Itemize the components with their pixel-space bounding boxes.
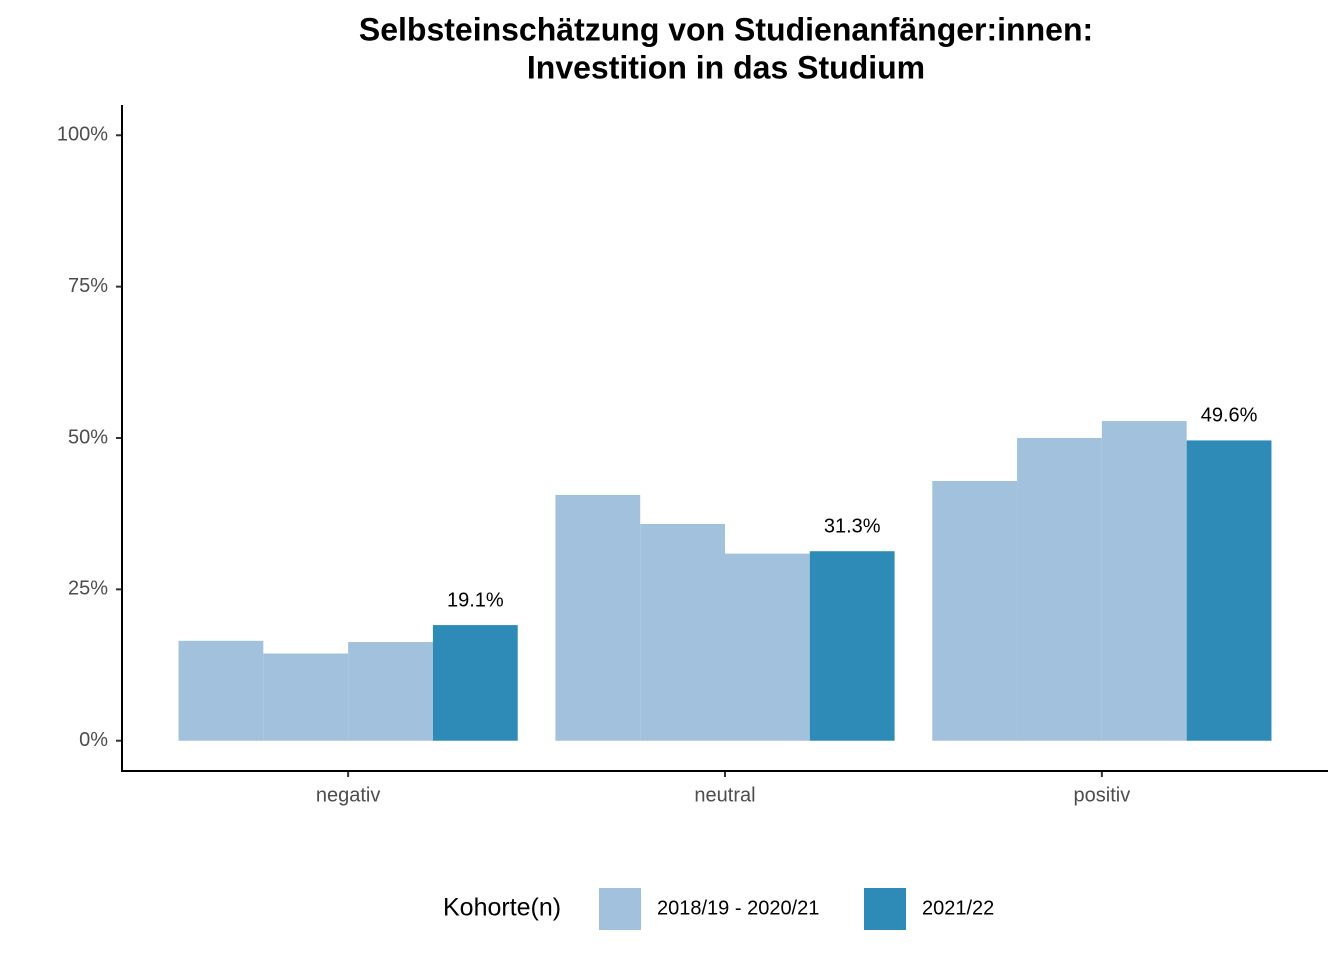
chart-title: Investition in das Studium: [527, 49, 925, 85]
bar: [725, 553, 810, 741]
chart-title: Selbsteinschätzung von Studienanfänger:i…: [359, 11, 1093, 47]
bar: [348, 642, 433, 741]
value-label: 19.1%: [447, 589, 504, 611]
bar: [640, 523, 725, 741]
bar: [178, 640, 264, 741]
legend-title: Kohorte(n): [443, 894, 561, 922]
x-tick-label: neutral: [694, 784, 755, 806]
bar: [555, 494, 641, 741]
legend-label: 2021/22: [922, 897, 994, 919]
bar: [932, 480, 1018, 741]
value-label: 49.6%: [1201, 405, 1258, 427]
y-tick-label: 50%: [68, 426, 108, 448]
y-tick-label: 100%: [57, 124, 108, 146]
legend-key: [599, 888, 641, 930]
x-tick-label: positiv: [1074, 784, 1131, 806]
bar: [1186, 440, 1272, 741]
legend-key: [864, 888, 906, 930]
x-tick-label: negativ: [316, 784, 381, 806]
y-tick-label: 25%: [68, 578, 108, 600]
bar: [263, 653, 349, 741]
bar: [809, 551, 895, 741]
bar: [1017, 438, 1102, 741]
y-tick-label: 0%: [79, 729, 108, 751]
value-label: 31.3%: [824, 516, 881, 538]
legend-label: 2018/19 - 2020/21: [657, 897, 819, 919]
bar: [1101, 421, 1187, 741]
bar: [432, 625, 518, 741]
y-tick-label: 75%: [68, 275, 108, 297]
